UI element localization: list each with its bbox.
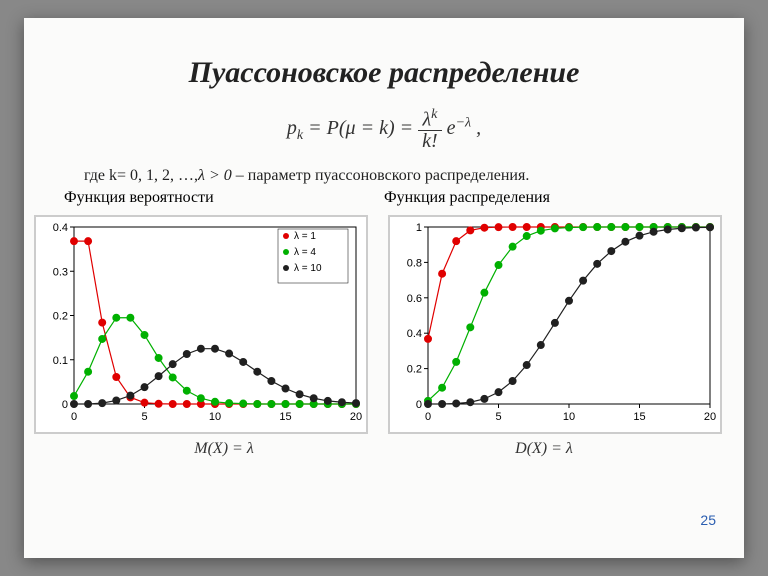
svg-text:20: 20 [350,411,362,423]
description-text: где k= 0, 1, 2, …,λ > 0 – параметр пуасс… [84,167,684,185]
subtitle-right: Функция распределения [384,189,704,207]
svg-text:0.3: 0.3 [53,266,68,278]
svg-text:15: 15 [279,411,291,423]
svg-text:λ = 1: λ = 1 [294,231,316,242]
svg-text:0: 0 [71,411,77,423]
svg-text:0: 0 [416,399,422,411]
svg-text:0.4: 0.4 [53,222,68,234]
svg-text:0.8: 0.8 [407,257,422,269]
formula-mean: M(X) = λ [64,440,384,458]
formulas-bottom: M(X) = λ D(X) = λ [64,440,704,458]
chart-pmf: 0 5 10 15 20 0 0.1 0.2 0.3 0.4 λ = 1 λ = 4 λ = 10 [34,215,368,434]
formula-main: pk = P(μ = k) = λkk! e−λ , [24,108,744,151]
svg-text:0.6: 0.6 [407,292,422,304]
svg-text:0: 0 [62,399,68,411]
chart-cdf: 0 5 10 15 20 0 0.2 0.4 0.6 0.8 1 [388,215,722,434]
svg-text:λ = 4: λ = 4 [294,247,316,258]
formula-variance: D(X) = λ [384,440,704,458]
svg-text:0: 0 [425,411,431,423]
charts-row: 0510152000.10.20.30.4λ = 1λ = 4λ = 10 05… [34,215,734,434]
svg-text:5: 5 [495,411,501,423]
svg-text:0.1: 0.1 [53,354,68,366]
slide: Пуассоновское распределение pk = P(μ = k… [24,18,744,558]
svg-text:10: 10 [563,411,575,423]
svg-text:5: 5 [141,411,147,423]
svg-text:15: 15 [633,411,645,423]
svg-text:10: 10 [209,411,221,423]
page-title: Пуассоновское распределение [24,56,744,90]
svg-text:20: 20 [704,411,716,423]
subtitle-left: Функция вероятности [64,189,384,207]
svg-text:λ = 10: λ = 10 [294,263,322,274]
svg-text:0.4: 0.4 [407,328,422,340]
svg-text:0.2: 0.2 [53,310,68,322]
svg-text:1: 1 [416,222,422,234]
page-number: 25 [700,512,716,528]
chart-subtitles: Функция вероятности Функция распределени… [64,189,704,207]
svg-text:0.2: 0.2 [407,363,422,375]
